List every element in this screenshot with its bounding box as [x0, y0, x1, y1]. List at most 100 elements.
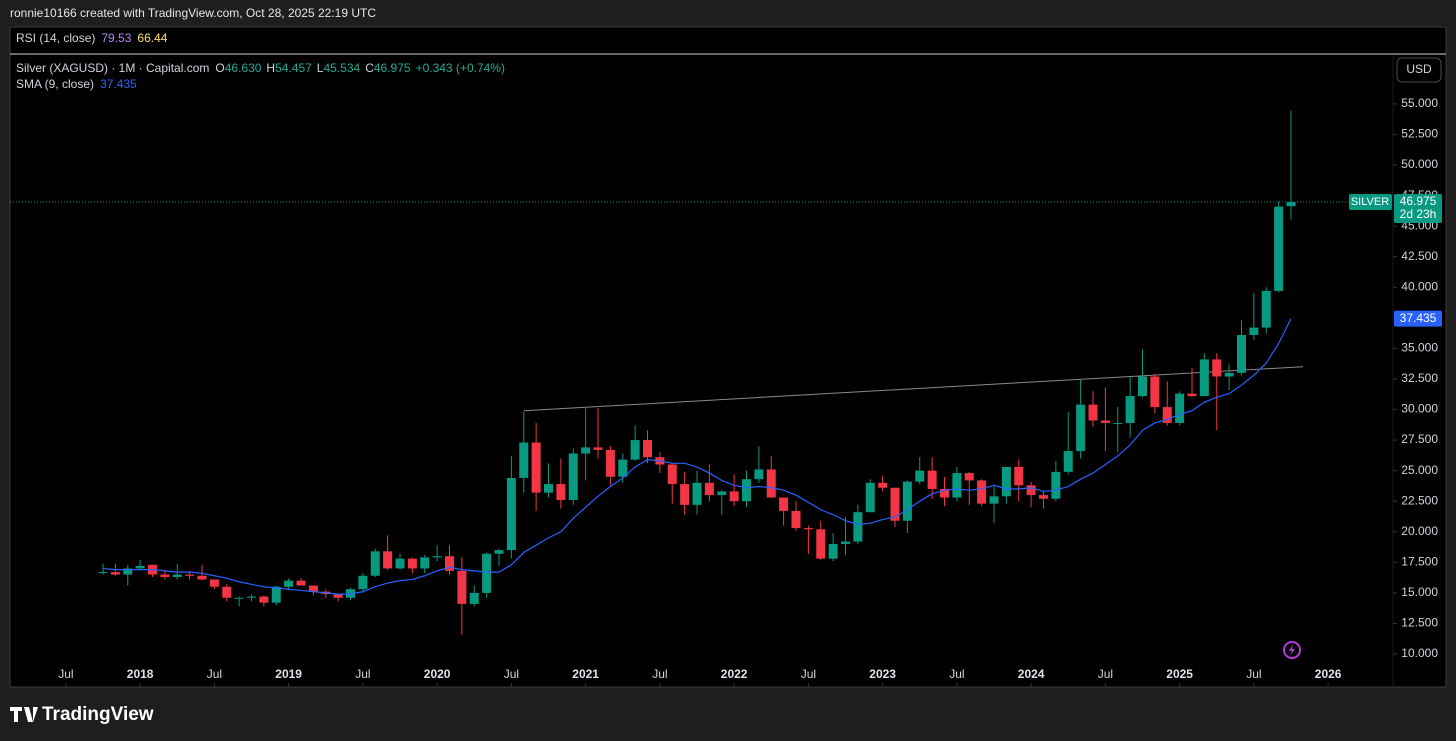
rsi-value: 79.53 [101, 31, 131, 45]
candle-body [704, 482, 714, 496]
symbol: Silver (XAGUSD) · 1M · Capital.com [16, 61, 209, 75]
x-tick-label: 2021 [572, 667, 599, 681]
ohlc-key: H [266, 61, 275, 75]
candle-body [964, 473, 974, 481]
x-tick-label: 2018 [127, 667, 154, 681]
y-tick-label: 20.000 [1401, 524, 1438, 538]
candle-body [209, 579, 219, 587]
candle-body [1063, 451, 1073, 472]
candle-body [828, 543, 838, 559]
candle-body [865, 482, 875, 513]
candle-body [890, 487, 900, 521]
x-tick-label: Jul [504, 667, 519, 681]
candle-body [878, 482, 888, 488]
candle-body [445, 556, 454, 571]
sma-title: SMA (9, close) [16, 77, 94, 91]
candle-body [581, 447, 591, 454]
candle-body [135, 565, 145, 569]
candle-body [1175, 393, 1185, 423]
candle-body [296, 580, 306, 586]
change: +0.343 (+0.74%) [416, 61, 505, 75]
y-tick-label: 50.000 [1401, 157, 1438, 171]
candle-body [1162, 407, 1172, 423]
candle-body [1076, 404, 1086, 452]
candle-body [457, 570, 467, 604]
candle-body [123, 568, 133, 575]
candle-body [172, 574, 182, 577]
candle-body [742, 479, 751, 502]
candle-body [1249, 327, 1259, 335]
candle-body [259, 596, 269, 603]
candle-body [1224, 372, 1234, 377]
sma-legend: SMA (9, close) 37.435 [16, 77, 137, 91]
candle-body [284, 580, 294, 587]
y-tick-label: 35.000 [1401, 341, 1438, 355]
candle-body [1113, 422, 1123, 424]
y-tick-label: 30.000 [1401, 402, 1438, 416]
candle-body [618, 459, 628, 477]
ohlc-key: C [365, 61, 374, 75]
x-tick-label: Jul [1098, 667, 1113, 681]
candle-body [1100, 420, 1110, 423]
candle-body [432, 556, 442, 558]
candle-body [816, 529, 826, 559]
candle-body [841, 541, 850, 544]
x-tick-label: 2019 [275, 667, 302, 681]
symbol-legend: Silver (XAGUSD) · 1M · Capital.com O46.63… [16, 61, 505, 75]
currency-label[interactable]: USD [1406, 62, 1432, 76]
sma-tag-value: 37.435 [1400, 311, 1437, 325]
candle-body [271, 586, 281, 603]
candle-body [222, 586, 232, 598]
ohlc-value: 54.457 [275, 61, 312, 75]
price-tag-countdown: 2d 23h [1400, 207, 1437, 221]
candle-body [469, 592, 479, 604]
ohlc-key: L [317, 61, 324, 75]
x-tick-label: 2023 [869, 667, 896, 681]
y-tick-label: 10.000 [1401, 646, 1438, 660]
candle-body [667, 464, 677, 485]
sma-line [102, 318, 1292, 595]
ohlc-key: O [215, 61, 224, 75]
candle-body [110, 572, 120, 575]
x-tick-label: Jul [355, 667, 370, 681]
candle-body [234, 597, 244, 599]
candle-body [1199, 359, 1209, 397]
candle-body [1138, 376, 1147, 397]
price-tag-value: 46.975 [1400, 194, 1437, 208]
candle-body [519, 442, 529, 478]
candle-body [383, 551, 393, 569]
brand-logo [10, 707, 38, 722]
candle-body [630, 440, 640, 460]
candle-body [1150, 376, 1160, 408]
candle-body [1051, 471, 1061, 499]
y-tick-label: 55.000 [1401, 96, 1438, 110]
y-tick-label: 27.500 [1401, 432, 1438, 446]
y-tick-label: 40.000 [1401, 279, 1438, 293]
candle-body [358, 575, 368, 590]
x-tick-label: 2020 [424, 667, 451, 681]
candle-body [1088, 404, 1098, 421]
trendline [523, 366, 1304, 412]
candle-body [605, 449, 615, 477]
event-icon-bolt [1289, 644, 1295, 656]
candle-body [98, 572, 108, 574]
y-tick-label: 42.500 [1401, 249, 1438, 263]
byline: ronnie10166 created with TradingView.com… [10, 6, 376, 20]
event-icon[interactable] [1283, 641, 1301, 659]
candle-body [989, 496, 999, 504]
plot [10, 110, 1393, 635]
candle-body [370, 551, 380, 576]
candle-body [927, 470, 937, 489]
x-tick-label: Jul [949, 667, 964, 681]
rsi-ma-value: 66.44 [137, 31, 167, 45]
ohlc-value: 45.534 [323, 61, 360, 75]
symbol-tag [1349, 193, 1392, 210]
candle-body [531, 442, 541, 493]
candle-body [308, 585, 318, 592]
x-tick-label: Jul [207, 667, 222, 681]
currency-button[interactable] [1396, 57, 1442, 83]
candle-body [593, 447, 603, 450]
candle-body [1014, 466, 1024, 486]
candle-body [1261, 290, 1271, 328]
